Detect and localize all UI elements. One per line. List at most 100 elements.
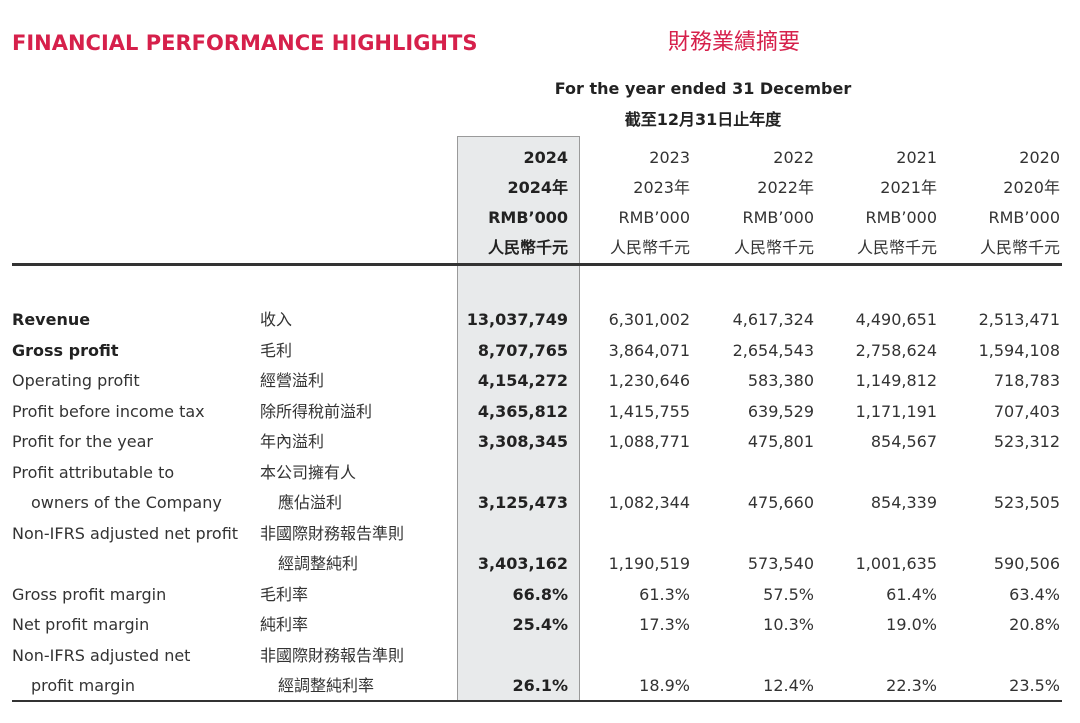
- column-unit-zh: 人民幣千元: [609, 238, 690, 257]
- cell-value: 707,403: [993, 401, 1060, 421]
- cell-value: 3,125,473: [477, 493, 568, 512]
- row-label-zh: 非國際財務報告準則: [260, 645, 405, 665]
- row-label-zh: 毛利: [260, 340, 293, 360]
- cell-value: 4,617,324: [732, 310, 814, 329]
- cell-value: 12.4%: [763, 676, 814, 695]
- cell-value: 23.5%: [1009, 676, 1060, 695]
- cell-value: 1,594,108: [978, 340, 1060, 360]
- column-year: 2023: [649, 148, 690, 167]
- cell-value: 1,088,771: [608, 432, 690, 451]
- cell-value: 57.5%: [763, 584, 814, 604]
- column-year-zh: 2021年: [880, 178, 937, 197]
- row-label-zh: 經調整純利率: [278, 676, 375, 695]
- column-year: 2022: [773, 148, 814, 167]
- cell-value: 4,490,651: [855, 310, 937, 329]
- cell-value: 1,082,344: [608, 493, 690, 512]
- row-label: Profit for the year: [12, 432, 153, 451]
- cell-value: 61.4%: [886, 584, 937, 604]
- row-label-zh: 純利率: [260, 615, 309, 634]
- row-label-zh: 非國際財務報告準則: [260, 523, 405, 543]
- row-label-zh: 本公司擁有人: [260, 462, 357, 482]
- cell-value: 523,312: [993, 432, 1060, 451]
- row-label: Profit before income tax: [12, 401, 205, 421]
- cell-value: 854,339: [870, 493, 937, 512]
- column-year: 2020: [1019, 148, 1060, 167]
- column-unit: RMB’000: [618, 208, 690, 227]
- column-year: 2024: [523, 148, 568, 167]
- column-year-zh: 2022年: [757, 178, 814, 197]
- cell-value: 590,506: [993, 554, 1060, 573]
- cell-value: 6,301,002: [608, 310, 690, 329]
- bottom-rule: [12, 700, 1062, 702]
- column-unit-zh: 人民幣千元: [487, 238, 568, 257]
- cell-value: 583,380: [747, 371, 814, 390]
- title-zh: 財務業績摘要: [668, 30, 801, 55]
- cell-value: 18.9%: [639, 676, 690, 695]
- column-year-zh: 2020年: [1003, 178, 1060, 197]
- cell-value: 1,001,635: [855, 554, 937, 573]
- cell-value: 2,513,471: [978, 310, 1060, 329]
- cell-value: 1,149,812: [855, 371, 937, 390]
- cell-value: 475,801: [747, 432, 814, 451]
- column-unit: RMB’000: [988, 208, 1060, 227]
- cell-value: 475,660: [747, 493, 814, 512]
- cell-value: 718,783: [993, 371, 1060, 390]
- highlight-column: [457, 136, 580, 701]
- column-unit: RMB’000: [742, 208, 814, 227]
- row-label-zh: 年內溢利: [260, 432, 325, 451]
- cell-value: 25.4%: [512, 615, 568, 634]
- column-unit-zh: 人民幣千元: [979, 238, 1060, 257]
- column-unit: RMB’000: [865, 208, 937, 227]
- row-label: Operating profit: [12, 371, 140, 390]
- cell-value: 63.4%: [1009, 584, 1060, 604]
- row-label: Profit attributable to: [12, 462, 175, 482]
- row-label-zh: 經營溢利: [260, 371, 325, 390]
- row-label: Revenue: [12, 310, 91, 329]
- header-rule: [12, 263, 1062, 266]
- cell-value: 61.3%: [639, 584, 690, 604]
- column-unit-zh: 人民幣千元: [856, 238, 937, 257]
- row-label-zh: 收入: [260, 310, 293, 329]
- row-label: Gross profit margin: [12, 584, 167, 604]
- column-unit: RMB’000: [488, 208, 568, 227]
- period: For the year ended 31 December: [554, 79, 852, 98]
- row-label: Gross profit: [12, 340, 119, 360]
- cell-value: 66.8%: [512, 584, 568, 604]
- cell-value: 22.3%: [886, 676, 937, 695]
- cell-value: 1,415,755: [608, 401, 690, 421]
- row-label: Net profit margin: [12, 615, 150, 634]
- cell-value: 10.3%: [763, 615, 814, 634]
- row-label: profit margin: [31, 676, 136, 695]
- cell-value: 26.1%: [512, 676, 568, 695]
- cell-value: 854,567: [870, 432, 937, 451]
- cell-value: 3,864,071: [608, 340, 690, 360]
- column-year-zh: 2024年: [507, 178, 568, 197]
- column-year-zh: 2023年: [633, 178, 690, 197]
- row-label: Non-IFRS adjusted net profit: [12, 523, 239, 543]
- cell-value: 1,171,191: [855, 401, 937, 421]
- cell-value: 1,230,646: [608, 371, 690, 390]
- row-label: owners of the Company: [31, 493, 222, 512]
- row-label-zh: 應佔溢利: [278, 493, 343, 512]
- column-unit-zh: 人民幣千元: [733, 238, 814, 257]
- period-zh: 截至12月31日止年度: [624, 110, 782, 129]
- cell-value: 523,505: [993, 493, 1060, 512]
- cell-value: 4,365,812: [477, 401, 568, 421]
- row-label-zh: 經調整純利: [278, 554, 359, 573]
- cell-value: 3,308,345: [477, 432, 568, 451]
- cell-value: 2,758,624: [855, 340, 937, 360]
- row-label: Non-IFRS adjusted net: [12, 645, 191, 665]
- cell-value: 20.8%: [1009, 615, 1060, 634]
- cell-value: 1,190,519: [608, 554, 690, 573]
- cell-value: 17.3%: [639, 615, 690, 634]
- cell-value: 3,403,162: [477, 554, 568, 573]
- cell-value: 2,654,543: [732, 340, 814, 360]
- cell-value: 13,037,749: [466, 310, 568, 329]
- row-label-zh: 毛利率: [260, 584, 309, 604]
- cell-value: 4,154,272: [477, 371, 568, 390]
- cell-value: 8,707,765: [477, 340, 568, 360]
- cell-value: 639,529: [747, 401, 814, 421]
- title: FINANCIAL PERFORMANCE HIGHLIGHTS: [12, 31, 478, 55]
